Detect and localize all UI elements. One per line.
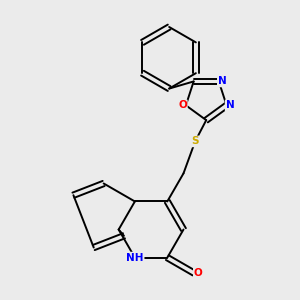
Text: O: O	[178, 100, 187, 110]
Text: NH: NH	[126, 253, 144, 262]
Text: N: N	[226, 100, 234, 110]
Text: S: S	[191, 136, 199, 146]
Text: O: O	[194, 268, 203, 278]
Text: N: N	[218, 76, 226, 86]
